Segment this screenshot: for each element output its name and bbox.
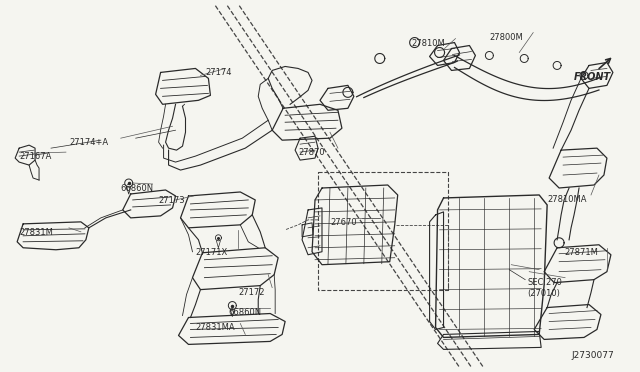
- Text: 27173: 27173: [159, 196, 185, 205]
- Text: 66860N: 66860N: [228, 308, 262, 317]
- Text: 27800M: 27800M: [490, 33, 523, 42]
- Text: 27870: 27870: [298, 148, 324, 157]
- Text: 27171X: 27171X: [195, 248, 228, 257]
- Text: 27172: 27172: [238, 288, 265, 296]
- Text: 27174+A: 27174+A: [69, 138, 108, 147]
- Text: 27174: 27174: [205, 68, 232, 77]
- Text: 27831M: 27831M: [19, 228, 53, 237]
- Text: 27871M: 27871M: [564, 248, 598, 257]
- Text: 27810MA: 27810MA: [547, 195, 587, 204]
- Text: 27167A: 27167A: [19, 152, 51, 161]
- Text: FRONT: FRONT: [574, 73, 611, 83]
- Text: SEC.270: SEC.270: [527, 278, 562, 287]
- Text: J2730077: J2730077: [571, 352, 614, 360]
- Text: 27810M: 27810M: [412, 39, 445, 48]
- Text: 66860N: 66860N: [121, 184, 154, 193]
- Text: 27831MA: 27831MA: [195, 324, 235, 333]
- Text: 27670: 27670: [330, 218, 356, 227]
- Text: (27010): (27010): [527, 289, 560, 298]
